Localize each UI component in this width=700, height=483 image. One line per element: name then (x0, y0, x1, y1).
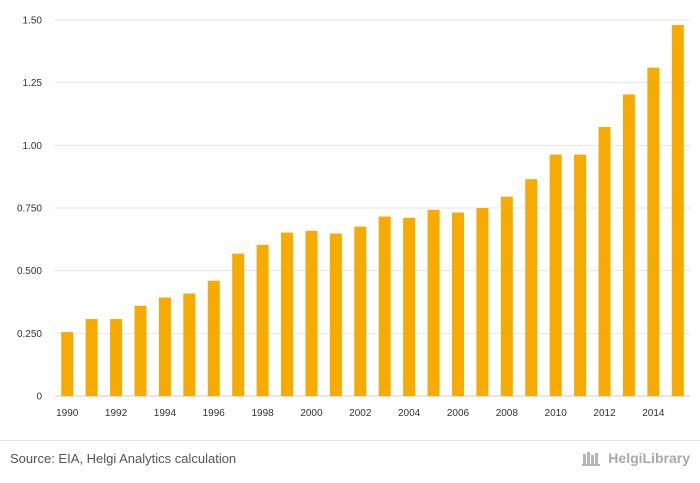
bar-2005[interactable] (427, 209, 440, 396)
source-note: Source: EIA, Helgi Analytics calculation (10, 451, 237, 466)
x-tick-label: 1998 (251, 408, 274, 419)
brand-label: HelgiLibrary (608, 450, 690, 466)
x-tick-label: 2006 (447, 408, 470, 419)
x-tick-label: 2004 (398, 408, 421, 419)
bar-2012[interactable] (598, 127, 611, 396)
bar-2000[interactable] (305, 230, 318, 396)
bar-2008[interactable] (500, 196, 513, 396)
x-tick-label: 2012 (593, 408, 616, 419)
y-tick-label: 1.00 (23, 141, 43, 152)
bar-1999[interactable] (281, 232, 294, 396)
bar-2013[interactable] (622, 94, 635, 396)
x-tick-label: 2008 (496, 408, 519, 419)
bar-2011[interactable] (574, 154, 587, 396)
bar-2001[interactable] (329, 233, 342, 396)
y-tick-label: 0 (36, 392, 42, 403)
bar-2009[interactable] (525, 179, 538, 396)
bar-1998[interactable] (256, 244, 269, 396)
bar-2010[interactable] (549, 154, 562, 396)
y-tick-label: 1.50 (23, 16, 43, 27)
bar-1994[interactable] (158, 297, 171, 396)
bar-2002[interactable] (354, 226, 367, 396)
bar-1996[interactable] (207, 280, 220, 396)
bar-1990[interactable] (61, 332, 74, 396)
x-axis-ticks: 1990 1992 1994 1996 1998 2000 2002 2004 2006 2008… (56, 408, 665, 419)
x-tick-label: 2000 (300, 408, 323, 419)
bars (61, 25, 684, 397)
bar-2004[interactable] (403, 217, 416, 396)
bar-2015[interactable] (671, 25, 684, 396)
bar-1997[interactable] (232, 253, 245, 396)
bar-2006[interactable] (451, 212, 464, 396)
x-tick-label: 2010 (545, 408, 568, 419)
y-tick-label: 0.750 (17, 204, 42, 215)
x-tick-label: 2002 (349, 408, 372, 419)
y-tick-label: 1.25 (23, 78, 43, 89)
bar-1993[interactable] (134, 305, 147, 396)
y-axis-ticks: 0 0.250 0.500 0.750 1.00 1.25 1.50 (17, 16, 42, 403)
x-tick-label: 1996 (203, 408, 226, 419)
x-tick-label: 1990 (56, 408, 79, 419)
bar-2003[interactable] (378, 216, 391, 396)
bar-2014[interactable] (647, 67, 660, 397)
bar-2007[interactable] (476, 208, 489, 396)
chart-area: 0 0.250 0.500 0.750 1.00 1.25 1.50 1990 1992 199… (17, 16, 690, 419)
gridlines (55, 19, 690, 397)
x-tick-label: 1992 (105, 408, 128, 419)
bar-1992[interactable] (110, 319, 123, 396)
y-tick-label: 0.500 (17, 266, 42, 277)
x-tick-label: 1994 (154, 408, 177, 419)
bar-1995[interactable] (183, 293, 196, 396)
y-tick-label: 0.250 (17, 329, 42, 340)
bar-1991[interactable] (85, 319, 98, 396)
chart-footer: Source: EIA, Helgi Analytics calculation… (0, 440, 700, 483)
x-tick-label: 2014 (642, 408, 665, 419)
helgi-library-brand[interactable]: HelgiLibrary (582, 450, 690, 466)
library-logo-icon (582, 452, 601, 466)
